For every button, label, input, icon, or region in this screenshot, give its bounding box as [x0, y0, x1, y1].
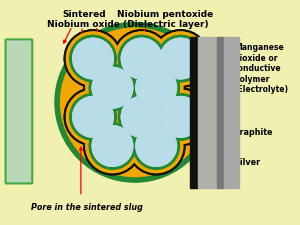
Text: Pore in the sintered slug: Pore in the sintered slug — [31, 203, 142, 212]
Circle shape — [113, 88, 170, 146]
Text: Graphite: Graphite — [234, 128, 273, 137]
Circle shape — [113, 30, 170, 87]
Circle shape — [133, 123, 179, 169]
Circle shape — [89, 123, 136, 169]
Circle shape — [121, 38, 162, 79]
Circle shape — [121, 38, 162, 79]
Circle shape — [128, 59, 185, 117]
Circle shape — [89, 65, 136, 111]
Circle shape — [84, 59, 141, 117]
Circle shape — [130, 61, 183, 114]
Circle shape — [160, 97, 201, 137]
Circle shape — [84, 117, 141, 175]
Circle shape — [121, 97, 162, 137]
Circle shape — [158, 94, 204, 140]
Circle shape — [73, 38, 113, 79]
Circle shape — [130, 119, 183, 173]
Text: Sintered
Niobium oxide: Sintered Niobium oxide — [47, 10, 120, 29]
Circle shape — [67, 32, 119, 85]
Circle shape — [115, 32, 168, 85]
Circle shape — [84, 59, 141, 117]
Circle shape — [113, 30, 170, 87]
Circle shape — [86, 119, 139, 173]
Circle shape — [73, 38, 113, 79]
Circle shape — [64, 30, 122, 87]
Circle shape — [128, 59, 185, 117]
Circle shape — [158, 36, 204, 82]
Circle shape — [70, 94, 116, 140]
Circle shape — [152, 30, 209, 87]
Circle shape — [57, 25, 213, 180]
Circle shape — [86, 61, 139, 114]
Circle shape — [84, 117, 141, 175]
Circle shape — [67, 32, 119, 85]
Bar — [198, 37, 218, 188]
Text: Niobium pentoxide
(Dielectric layer): Niobium pentoxide (Dielectric layer) — [117, 10, 214, 29]
Circle shape — [92, 68, 133, 108]
Circle shape — [160, 97, 201, 137]
Circle shape — [158, 36, 204, 82]
Circle shape — [64, 88, 122, 146]
Circle shape — [115, 90, 168, 143]
Circle shape — [152, 30, 209, 87]
Circle shape — [136, 68, 176, 108]
Circle shape — [160, 38, 201, 79]
Circle shape — [118, 94, 165, 140]
Circle shape — [121, 97, 162, 137]
Circle shape — [73, 97, 113, 137]
Circle shape — [154, 90, 207, 143]
Circle shape — [92, 126, 133, 166]
Bar — [224, 37, 239, 188]
Circle shape — [64, 30, 122, 87]
Text: Manganese
dioxide or
conductive
polymer
(Electrolyte): Manganese dioxide or conductive polymer … — [234, 43, 288, 94]
Circle shape — [70, 36, 116, 82]
Circle shape — [133, 65, 179, 111]
Circle shape — [152, 88, 209, 146]
Circle shape — [70, 36, 116, 82]
Circle shape — [118, 94, 165, 140]
Circle shape — [118, 36, 165, 82]
Circle shape — [89, 65, 136, 111]
Circle shape — [113, 88, 170, 146]
Circle shape — [158, 94, 204, 140]
FancyBboxPatch shape — [6, 39, 32, 183]
Circle shape — [118, 36, 165, 82]
Circle shape — [67, 90, 119, 143]
Circle shape — [136, 68, 176, 108]
Circle shape — [64, 88, 122, 146]
Circle shape — [92, 68, 133, 108]
Bar — [218, 37, 224, 188]
Text: Niobium wire (Anode): Niobium wire (Anode) — [14, 62, 23, 161]
Circle shape — [154, 90, 207, 143]
Circle shape — [128, 117, 185, 175]
Circle shape — [154, 32, 207, 85]
Circle shape — [73, 97, 113, 137]
Circle shape — [115, 32, 168, 85]
Circle shape — [130, 119, 183, 173]
Circle shape — [92, 126, 133, 166]
Circle shape — [67, 90, 119, 143]
Circle shape — [152, 88, 209, 146]
Circle shape — [130, 61, 183, 114]
Circle shape — [133, 65, 179, 111]
Circle shape — [86, 61, 139, 114]
Circle shape — [89, 123, 136, 169]
Circle shape — [115, 90, 168, 143]
Circle shape — [154, 32, 207, 85]
Circle shape — [133, 123, 179, 169]
Circle shape — [136, 126, 176, 166]
Bar — [190, 37, 198, 188]
Circle shape — [86, 119, 139, 173]
Circle shape — [128, 117, 185, 175]
Circle shape — [70, 94, 116, 140]
Text: Silver: Silver — [234, 158, 260, 167]
Circle shape — [160, 38, 201, 79]
Circle shape — [136, 126, 176, 166]
